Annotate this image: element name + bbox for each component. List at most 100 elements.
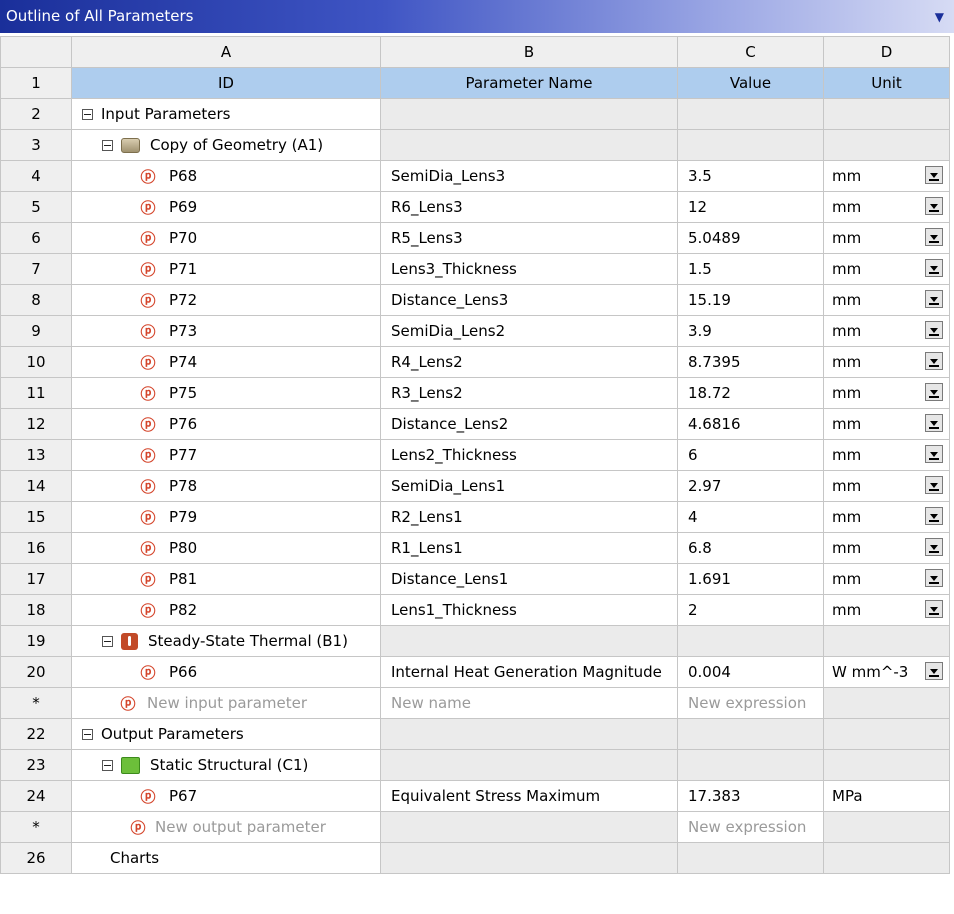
- unit-dropdown-icon[interactable]: [925, 166, 943, 184]
- parameter-row[interactable]: 15 ⓟ P79 R2_Lens1 4 mm: [0, 501, 950, 533]
- row-number[interactable]: 16: [0, 532, 72, 564]
- parameter-row[interactable]: 13 ⓟ P77 Lens2_Thickness 6 mm: [0, 439, 950, 471]
- parameter-value-cell[interactable]: 1.5: [677, 253, 824, 285]
- parameter-unit-cell[interactable]: mm: [823, 222, 950, 254]
- parameter-id-cell[interactable]: ⓟ P76: [71, 408, 381, 440]
- row-number[interactable]: 2: [0, 98, 72, 130]
- column-header-d[interactable]: D: [823, 36, 950, 68]
- new-output-parameter-row[interactable]: * ⓟ New output parameter New expression: [0, 811, 950, 843]
- new-input-parameter-cell[interactable]: ⓟ New input parameter: [71, 687, 381, 719]
- parameter-id-cell[interactable]: ⓟ P73: [71, 315, 381, 347]
- row-number[interactable]: *: [0, 811, 72, 843]
- unit-dropdown-icon[interactable]: [925, 662, 943, 680]
- parameter-name-cell[interactable]: R4_Lens2: [380, 346, 678, 378]
- parameter-row[interactable]: 6 ⓟ P70 R5_Lens3 5.0489 mm: [0, 222, 950, 254]
- parameter-id-cell[interactable]: ⓟ P82: [71, 594, 381, 626]
- parameter-value-cell[interactable]: 15.19: [677, 284, 824, 316]
- parameter-name-cell[interactable]: Lens1_Thickness: [380, 594, 678, 626]
- parameter-unit-cell[interactable]: mm: [823, 160, 950, 192]
- parameter-value-cell[interactable]: 5.0489: [677, 222, 824, 254]
- parameter-name-cell[interactable]: Lens2_Thickness: [380, 439, 678, 471]
- panel-menu-dropdown-icon[interactable]: ▼: [934, 10, 944, 24]
- parameter-name-cell[interactable]: SemiDia_Lens1: [380, 470, 678, 502]
- charts-row[interactable]: 26 Charts: [0, 842, 950, 874]
- row-number[interactable]: 3: [0, 129, 72, 161]
- collapse-icon[interactable]: [102, 760, 113, 771]
- column-header-a[interactable]: A: [71, 36, 381, 68]
- geometry-cell[interactable]: Copy of Geometry (A1): [71, 129, 381, 161]
- new-input-parameter-row[interactable]: * ⓟ New input parameter New name New express…: [0, 687, 950, 719]
- parameter-row[interactable]: 17 ⓟ P81 Distance_Lens1 1.691 mm: [0, 563, 950, 595]
- unit-dropdown-icon[interactable]: [925, 445, 943, 463]
- unit-dropdown-icon[interactable]: [925, 352, 943, 370]
- parameter-name-cell[interactable]: SemiDia_Lens2: [380, 315, 678, 347]
- new-name-cell[interactable]: New name: [380, 687, 678, 719]
- group-cell[interactable]: Charts: [71, 842, 381, 874]
- row-number[interactable]: 23: [0, 749, 72, 781]
- parameter-unit-cell[interactable]: mm: [823, 501, 950, 533]
- thermal-group-row[interactable]: 19 Steady-State Thermal (B1): [0, 625, 950, 657]
- parameter-unit-cell[interactable]: mm: [823, 315, 950, 347]
- unit-dropdown-icon[interactable]: [925, 197, 943, 215]
- row-number[interactable]: 7: [0, 253, 72, 285]
- parameter-name-cell[interactable]: Equivalent Stress Maximum: [380, 780, 678, 812]
- parameter-row[interactable]: 14 ⓟ P78 SemiDia_Lens1 2.97 mm: [0, 470, 950, 502]
- row-number[interactable]: 19: [0, 625, 72, 657]
- output-parameters-group-row[interactable]: 22 Output Parameters: [0, 718, 950, 750]
- parameter-value-cell[interactable]: 2.97: [677, 470, 824, 502]
- group-cell[interactable]: Output Parameters: [71, 718, 381, 750]
- row-number[interactable]: 14: [0, 470, 72, 502]
- parameter-unit-cell[interactable]: W mm^-3: [823, 656, 950, 688]
- row-number[interactable]: 13: [0, 439, 72, 471]
- unit-dropdown-icon[interactable]: [925, 290, 943, 308]
- parameter-name-cell[interactable]: R5_Lens3: [380, 222, 678, 254]
- parameter-value-cell[interactable]: 6.8: [677, 532, 824, 564]
- parameter-id-cell[interactable]: ⓟ P75: [71, 377, 381, 409]
- parameter-row[interactable]: 7 ⓟ P71 Lens3_Thickness 1.5 mm: [0, 253, 950, 285]
- unit-dropdown-icon[interactable]: [925, 507, 943, 525]
- parameter-row[interactable]: 24 ⓟ P67 Equivalent Stress Maximum 17.383 MPa: [0, 780, 950, 812]
- parameter-id-cell[interactable]: ⓟ P69: [71, 191, 381, 223]
- column-header-c[interactable]: C: [677, 36, 824, 68]
- collapse-icon[interactable]: [82, 729, 93, 740]
- row-number[interactable]: 1: [0, 67, 72, 99]
- parameter-row[interactable]: 4 ⓟ P68 SemiDia_Lens3 3.5 mm: [0, 160, 950, 192]
- parameter-value-cell[interactable]: 3.5: [677, 160, 824, 192]
- collapse-icon[interactable]: [82, 109, 93, 120]
- new-expression-cell[interactable]: New expression: [677, 811, 824, 843]
- row-number[interactable]: 5: [0, 191, 72, 223]
- unit-dropdown-icon[interactable]: [925, 476, 943, 494]
- row-number[interactable]: 11: [0, 377, 72, 409]
- collapse-icon[interactable]: [102, 636, 113, 647]
- parameter-unit-cell[interactable]: mm: [823, 346, 950, 378]
- parameter-id-cell[interactable]: ⓟ P79: [71, 501, 381, 533]
- parameter-name-cell[interactable]: R6_Lens3: [380, 191, 678, 223]
- unit-dropdown-icon[interactable]: [925, 538, 943, 556]
- parameter-value-cell[interactable]: 4: [677, 501, 824, 533]
- unit-dropdown-icon[interactable]: [925, 228, 943, 246]
- parameter-id-cell[interactable]: ⓟ P78: [71, 470, 381, 502]
- parameter-id-cell[interactable]: ⓟ P71: [71, 253, 381, 285]
- parameter-value-cell[interactable]: 18.72: [677, 377, 824, 409]
- parameter-id-cell[interactable]: ⓟ P67: [71, 780, 381, 812]
- parameter-row[interactable]: 8 ⓟ P72 Distance_Lens3 15.19 mm: [0, 284, 950, 316]
- parameter-name-cell[interactable]: Distance_Lens2: [380, 408, 678, 440]
- parameter-value-cell[interactable]: 0.004: [677, 656, 824, 688]
- parameter-unit-cell[interactable]: mm: [823, 594, 950, 626]
- parameter-name-cell[interactable]: R2_Lens1: [380, 501, 678, 533]
- parameter-id-cell[interactable]: ⓟ P74: [71, 346, 381, 378]
- new-expression-cell[interactable]: New expression: [677, 687, 824, 719]
- parameter-id-cell[interactable]: ⓟ P66: [71, 656, 381, 688]
- row-number[interactable]: 12: [0, 408, 72, 440]
- row-number[interactable]: 15: [0, 501, 72, 533]
- parameter-unit-cell[interactable]: mm: [823, 191, 950, 223]
- parameter-id-cell[interactable]: ⓟ P68: [71, 160, 381, 192]
- collapse-icon[interactable]: [102, 140, 113, 151]
- row-number[interactable]: 10: [0, 346, 72, 378]
- new-output-parameter-cell[interactable]: ⓟ New output parameter: [71, 811, 381, 843]
- input-parameters-group-row[interactable]: 2 Input Parameters: [0, 98, 950, 130]
- parameter-name-cell[interactable]: R1_Lens1: [380, 532, 678, 564]
- parameter-name-cell[interactable]: Lens3_Thickness: [380, 253, 678, 285]
- parameter-value-cell[interactable]: 17.383: [677, 780, 824, 812]
- row-number[interactable]: 20: [0, 656, 72, 688]
